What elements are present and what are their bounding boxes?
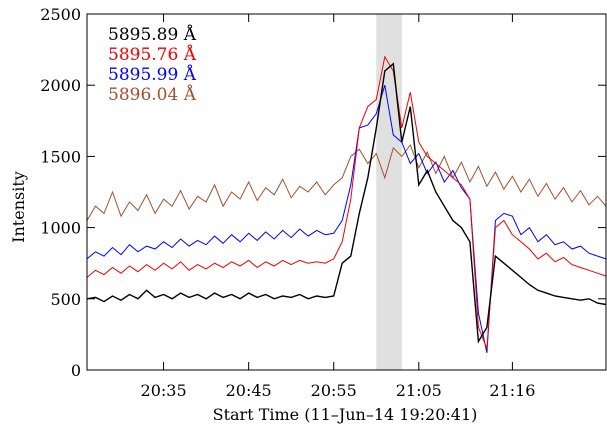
x-tick-label: 21:05: [396, 381, 442, 400]
legend-entry: 5895.89 Å: [108, 24, 197, 45]
y-axis-title: Intensity: [9, 171, 28, 243]
legend-entry: 5895.76 Å: [108, 44, 197, 65]
legend-entry: 5895.99 Å: [108, 64, 197, 85]
series-line-4: [86, 62, 607, 344]
y-axis: 0 500 1000 1500 2000 2500: [40, 5, 606, 380]
x-tick-label: 20:55: [311, 381, 357, 400]
x-tick-label: 20:35: [141, 381, 187, 400]
y-tick-label: 1500: [40, 147, 81, 166]
x-axis: 20:35 20:45 20:55 21:05 21:16: [141, 14, 535, 400]
y-tick-label: 1000: [40, 219, 81, 238]
shaded-interval: [376, 14, 402, 370]
y-tick-label: 2500: [40, 5, 81, 24]
legend-entry: 5896.04 Å: [108, 84, 197, 105]
x-tick-label: 21:16: [489, 381, 535, 400]
y-tick-label: 500: [50, 290, 81, 309]
plot-frame: [86, 13, 607, 371]
series-layer: [86, 55, 607, 354]
series-line-2: [86, 85, 607, 354]
series-line-3: [86, 55, 607, 349]
y-tick-label: 2000: [40, 76, 81, 95]
y-tick-label: 0: [71, 361, 81, 380]
x-axis-title: Start Time (11–Jun–14 19:20:41): [213, 405, 478, 424]
series-line-1: [86, 143, 607, 221]
x-tick-label: 20:45: [226, 381, 272, 400]
